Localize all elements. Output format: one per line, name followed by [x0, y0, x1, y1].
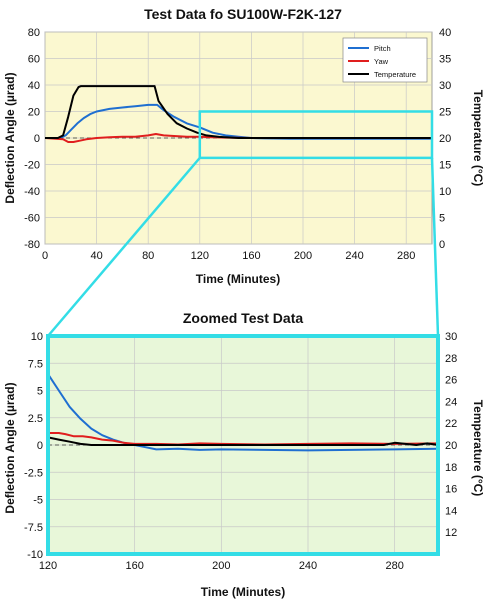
- top-x-tick-7: 280: [397, 250, 415, 262]
- top-x-tick-5: 200: [294, 250, 312, 262]
- top-y2-tick-0: 40: [439, 27, 451, 39]
- top-x-tick-2: 80: [142, 250, 154, 262]
- zoom-series-pitch: [47, 373, 439, 452]
- zoom-series-group: [47, 373, 439, 452]
- zoom-y2-tick-labels: 30 28 26 24 22 20 18 16 14 12: [445, 331, 457, 539]
- zoom-y2-tick-9: 12: [445, 527, 457, 539]
- zoom-y-tick-7: -7.5: [24, 522, 43, 534]
- zoom-connector-left: [47, 157, 201, 337]
- top-y-tick-3: 20: [28, 107, 40, 119]
- zoom-y2-tick-3: 24: [445, 396, 457, 408]
- zoom-y2-tick-1: 28: [445, 353, 457, 365]
- zoom-y-tick-2: 5: [37, 386, 43, 398]
- zoom-plot-frame: [46, 334, 440, 556]
- zoom-y-axis-label: Deflection Angle (µrad): [3, 382, 17, 513]
- legend-label-yaw: Yaw: [374, 57, 389, 66]
- top-y-tick-5: -20: [24, 160, 40, 172]
- top-y-tick-1: 60: [28, 54, 40, 66]
- zoom-x-tick-1: 160: [125, 560, 143, 572]
- top-chart-title: Test Data fo SU100W-F2K-127: [144, 6, 342, 22]
- top-y2-tick-4: 20: [439, 133, 451, 145]
- zoom-series-temperature: [47, 436, 439, 446]
- top-x-tick-labels: 0 40 80 120 160 200 240 280: [42, 250, 415, 262]
- top-y-tick-8: -80: [24, 239, 40, 251]
- zoom-region-marker: [198, 110, 434, 160]
- zoom-chart-title: Zoomed Test Data: [183, 310, 304, 326]
- zoom-y2-tick-6: 18: [445, 462, 457, 474]
- zoom-y2-tick-5: 20: [445, 440, 457, 452]
- top-x-tick-6: 240: [345, 250, 363, 262]
- zoom-y-tick-labels: 10 7.5 5 2.5 0 -2.5 -5 -7.5 -10: [24, 331, 43, 561]
- zoom-chart: Zoomed Test Data 120 160 200 240 280 107.552…: [3, 310, 485, 599]
- top-x-tick-0: 0: [42, 250, 48, 262]
- top-y2-axis-label: Temperature (°C): [471, 90, 485, 187]
- top-y2-tick-6: 10: [439, 186, 451, 198]
- zoom-y2-tick-8: 14: [445, 505, 457, 517]
- zoom-y2-tick-7: 16: [445, 484, 457, 496]
- top-y2-tick-7: 5: [439, 213, 445, 225]
- zoom-y-tick-0: 10: [31, 331, 43, 343]
- zoom-series-yaw: [48, 432, 439, 446]
- zoom-y-tick-3: 2.5: [28, 413, 43, 425]
- zoom-x-tick-2: 200: [212, 560, 230, 572]
- top-y2-tick-3: 25: [439, 107, 451, 119]
- top-y-tick-6: -40: [24, 186, 40, 198]
- top-series-group: [44, 85, 432, 143]
- top-y-tick-7: -60: [24, 213, 40, 225]
- zoom-x-tick-4: 280: [385, 560, 403, 572]
- zoom-y2-axis-label: Temperature (°C): [471, 400, 485, 497]
- zoom-y-tick-8: -10: [27, 549, 43, 561]
- top-x-axis-label: Time (Minutes): [196, 272, 280, 286]
- top-y2-tick-labels: 40 35 30 25 20 15 10 5 0: [439, 27, 451, 251]
- top-chart: Test Data fo SU100W-F2K-127 0 40 80 120 160 2…: [3, 6, 485, 286]
- top-y-tick-2: 40: [28, 80, 40, 92]
- legend: Pitch Yaw Temperature: [342, 37, 428, 83]
- zoom-y2-tick-0: 30: [445, 331, 457, 343]
- top-y-tick-0: 80: [28, 27, 40, 39]
- top-y2-tick-8: 0: [439, 239, 445, 251]
- zoom-y-tick-4: 0: [37, 440, 43, 452]
- zoom-connectors: [47, 157, 440, 337]
- top-y2-tick-5: 15: [439, 160, 451, 172]
- zoom-y2-tick-2: 26: [445, 375, 457, 387]
- top-y-tick-labels: 80 60 40 20 0 -20 -40 -60 -80: [24, 27, 40, 251]
- top-x-tick-4: 160: [242, 250, 260, 262]
- top-x-tick-3: 120: [191, 250, 209, 262]
- top-y2-tick-1: 35: [439, 54, 451, 66]
- zoom-connector-right: [430, 157, 440, 337]
- top-series-temperature: [45, 85, 432, 139]
- zoom-x-axis-label: Time (Minutes): [201, 585, 285, 599]
- zoom-x-tick-0: 120: [39, 560, 57, 572]
- top-x-tick-1: 40: [90, 250, 102, 262]
- top-y-tick-4: 0: [34, 133, 40, 145]
- zoom-y-tick-1: 7.5: [28, 358, 43, 370]
- top-y-axis-label: Deflection Angle (µrad): [3, 72, 17, 203]
- zoom-y-tick-6: -5: [33, 495, 43, 507]
- legend-label-temperature: Temperature: [374, 70, 416, 79]
- zoom-y-tick-5: -2.5: [24, 467, 43, 479]
- top-y2-tick-2: 30: [439, 80, 451, 92]
- zoom-x-tick-3: 240: [299, 560, 317, 572]
- zoom-y2-tick-4: 22: [445, 418, 457, 430]
- zoom-x-tick-labels: 120 160 200 240 280: [39, 560, 404, 572]
- legend-label-pitch: Pitch: [374, 44, 391, 53]
